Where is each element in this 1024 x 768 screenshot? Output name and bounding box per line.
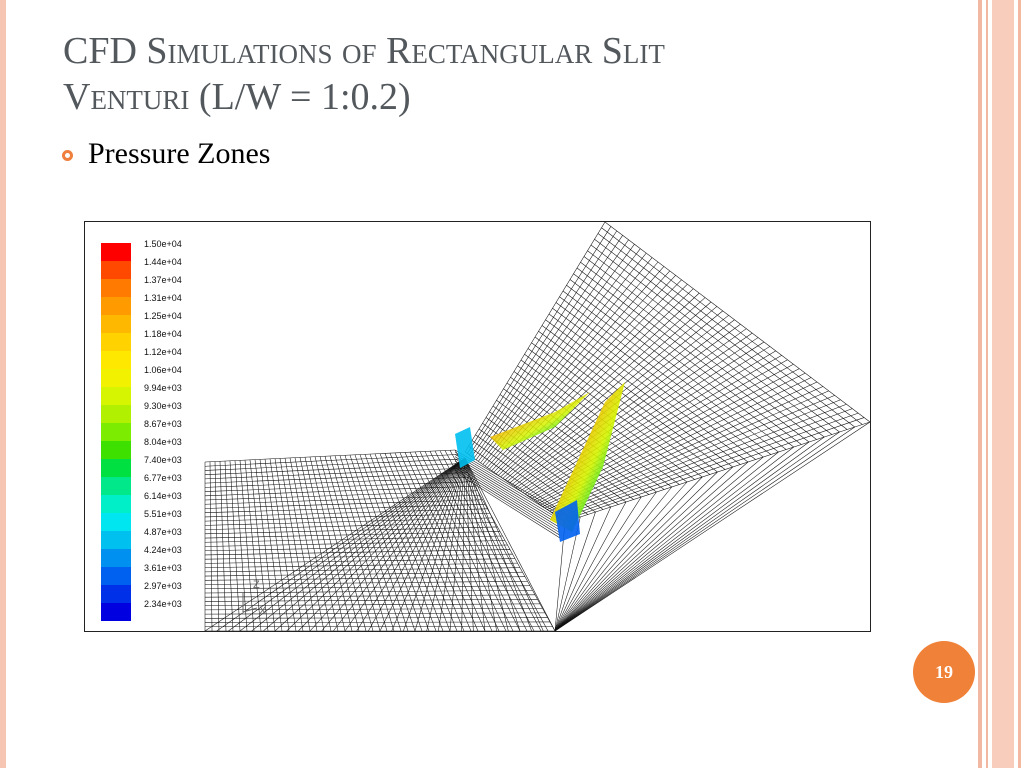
- colorbar-tick-label: 1.25e+04: [144, 311, 182, 321]
- colorbar-tick-label: 4.87e+03: [144, 527, 182, 537]
- colorbar-swatch: [101, 603, 131, 621]
- colorbar-swatch: [101, 567, 131, 585]
- axes-triad: [242, 592, 258, 613]
- colorbar-swatch: [101, 585, 131, 603]
- colorbar-tick-label: 3.61e+03: [144, 563, 182, 573]
- colorbar-swatch: [101, 513, 131, 531]
- colorbar-tick-label: 1.44e+04: [144, 257, 182, 267]
- slide-left-border: [0, 0, 6, 768]
- colorbar-swatch: [101, 477, 131, 495]
- colorbar-tick-label: 5.51e+03: [144, 509, 182, 519]
- colorbar-swatch: [101, 333, 131, 351]
- colorbar-tick-label: 1.18e+04: [144, 329, 182, 339]
- colorbar-swatch: [101, 441, 131, 459]
- slide-title: CFD Simulations of Rectangular Slit Vent…: [63, 28, 923, 120]
- slide-right-border: [976, 0, 1024, 768]
- colorbar-swatch: [101, 423, 131, 441]
- axis-label-x: X: [259, 605, 267, 617]
- axis-label-z: Z: [253, 579, 260, 591]
- colorbar-tick-label: 1.37e+04: [144, 275, 182, 285]
- bullet-text: Pressure Zones: [88, 137, 271, 170]
- colorbar-tick-label: 9.30e+03: [144, 401, 182, 411]
- colorbar-tick-label: 1.12e+04: [144, 347, 182, 357]
- colorbar-swatch: [101, 405, 131, 423]
- colorbar-tick-label: 4.24e+03: [144, 545, 182, 555]
- colorbar-tick-label: 8.67e+03: [144, 419, 182, 429]
- pressure-zones: [455, 382, 625, 542]
- bullet-item: Pressure Zones: [62, 137, 270, 171]
- colorbar-swatch: [101, 495, 131, 513]
- colorbar-swatch: [101, 531, 131, 549]
- colorbar-tick-label: 9.94e+03: [144, 383, 182, 393]
- colorbar-tick-label: 2.34e+03: [144, 599, 182, 609]
- page-number-badge: 19: [913, 641, 975, 703]
- title-line-1: CFD Simulations of Rectangular Slit: [63, 30, 665, 72]
- colorbar-tick-label: 8.04e+03: [144, 437, 182, 447]
- colorbar-swatch: [101, 387, 131, 405]
- colorbar-tick-label: 1.06e+04: [144, 365, 182, 375]
- colorbar-swatch: [101, 459, 131, 477]
- colorbar-tick-label: 1.31e+04: [144, 293, 182, 303]
- colorbar-swatch: [101, 369, 131, 387]
- colorbar-swatch: [101, 297, 131, 315]
- colorbar-tick-label: 1.50e+04: [144, 239, 182, 249]
- colorbar-swatch: [101, 261, 131, 279]
- colorbar-swatch: [101, 243, 131, 261]
- colorbar-tick-label: 6.77e+03: [144, 473, 182, 483]
- colorbar-swatch: [101, 315, 131, 333]
- colorbar-swatch: [101, 351, 131, 369]
- colorbar-swatch: [101, 549, 131, 567]
- title-line-2: Venturi (L/W = 1:0.2): [63, 76, 411, 118]
- colorbar-swatch: [101, 279, 131, 297]
- colorbar-tick-label: 2.97e+03: [144, 581, 182, 591]
- colorbar-tick-label: 7.40e+03: [144, 455, 182, 465]
- venturi-mesh-plot: ZX: [204, 222, 870, 631]
- colorbar-tick-label: 6.14e+03: [144, 491, 182, 501]
- pressure-colorbar: 1.50e+04 1.44e+04 1.37e+04 1.31e+04 1.25e+04…: [101, 239, 182, 621]
- bullet-icon: [62, 149, 73, 161]
